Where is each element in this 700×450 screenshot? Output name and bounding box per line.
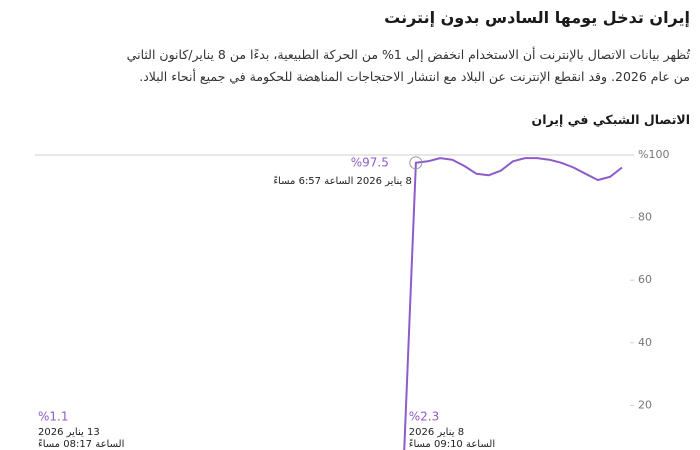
- title: إيران تدخل يومها السادس بدون إنترنت: [384, 8, 690, 27]
- y-tick-label: 40: [638, 336, 652, 349]
- annotation: 8 يناير 2026 الساعة 6:57 مساءً: [273, 175, 412, 187]
- line: [403, 157, 623, 450]
- value-label: %1.1: [38, 410, 69, 424]
- chart-title: الاتصال الشبكي في إيران: [531, 112, 690, 127]
- value-label: %2.3: [409, 410, 440, 424]
- subtitle: تُظهر بيانات الاتصال بالإنترنت أن الاستخ…: [10, 44, 690, 88]
- value-label: %97.5: [351, 155, 389, 169]
- annotation: 8 يناير 2026: [409, 427, 464, 438]
- y-tick-label: 20: [638, 398, 652, 411]
- y-tick-label: 60: [638, 273, 652, 286]
- annotation: الساعة 09:10 مساءً: [409, 438, 495, 450]
- y-tick-label: %100: [638, 148, 669, 161]
- subtitle-line: تُظهر بيانات الاتصال بالإنترنت أن الاستخ…: [126, 47, 690, 62]
- point-marker: [409, 156, 423, 170]
- annotation: 13 يناير 2026: [38, 427, 100, 438]
- annotation: الساعة 08:17 مساءً: [38, 438, 124, 450]
- y-tick-label: 80: [638, 211, 652, 224]
- subtitle-line: من عام 2026. وقد انقطع الإنترنت عن البلا…: [139, 69, 690, 84]
